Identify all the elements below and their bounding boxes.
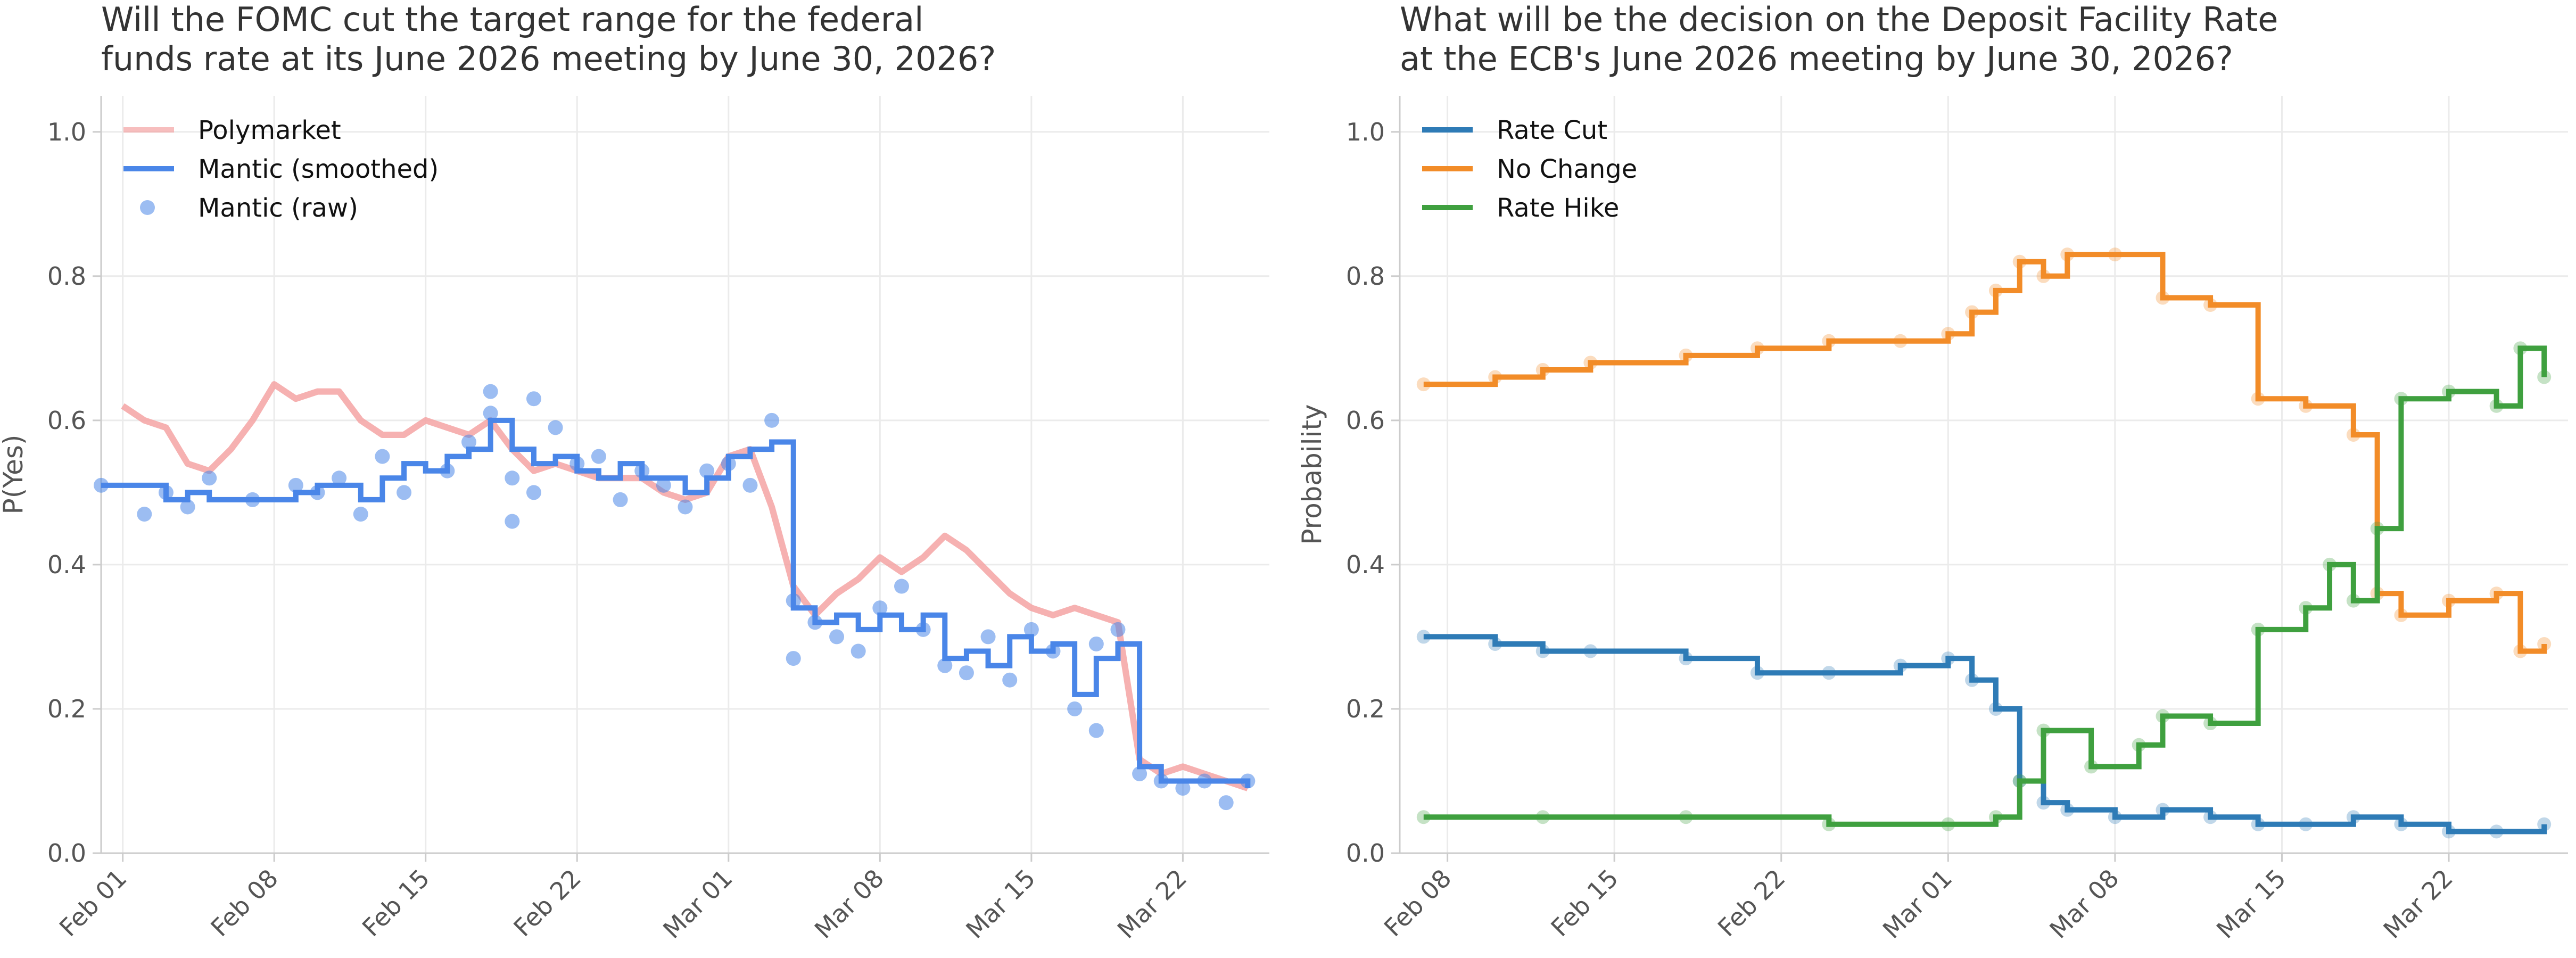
chart0-raw-point (137, 507, 152, 522)
chart1-x-tick-label: Feb 08 (1378, 864, 1457, 943)
chart1-series-no-change (1416, 247, 2552, 658)
chart0-raw-point (158, 485, 174, 500)
chart0-raw-point (678, 499, 693, 515)
chart0-raw-point (699, 463, 715, 478)
chart0-raw-point (526, 485, 541, 500)
chart0-raw-point (483, 384, 498, 399)
chart0-raw-point (569, 456, 585, 472)
chart0-raw-point (505, 514, 520, 529)
chart1-legend-label: Rate Hike (1497, 193, 1619, 223)
chart0-legend-marker (140, 200, 155, 215)
chart1-series-line (1423, 345, 2547, 827)
chart1-y-tick-label: 0.2 (1346, 695, 1385, 723)
chart0-legend-label: Mantic (raw) (198, 193, 358, 223)
chart0-raw-point (851, 643, 866, 659)
chart1-y-tick-label: 0.0 (1346, 839, 1385, 868)
chart0-y-axis-label: P(Yes) (0, 435, 29, 515)
chart1-x-tick-label: Mar 22 (2378, 864, 2458, 944)
chart0-raw-point (937, 658, 953, 673)
chart0-raw-point (202, 470, 217, 486)
chart0-raw-point (959, 665, 974, 681)
chart0-raw-point (764, 412, 780, 428)
chart0-raw-point (872, 600, 888, 616)
chart1-y-tick-label: 0.6 (1346, 406, 1385, 435)
chart0-y-tick-label: 0.6 (47, 406, 86, 435)
chart-title-ecb: What will be the decision on the Deposit… (1400, 0, 2278, 78)
chart0-raw-point (375, 449, 390, 464)
chart0-y-tick-label: 0.2 (47, 695, 86, 723)
chart1-legend-label: No Change (1497, 154, 1637, 184)
chart0-raw-point (634, 463, 650, 478)
chart0-raw-point (1088, 723, 1104, 738)
chart0-raw-point (548, 420, 563, 435)
chart0-raw-point (1132, 766, 1147, 781)
chart0-raw-point (1197, 773, 1212, 789)
chart0-raw-point (742, 477, 758, 493)
chart1-y-axis-label: Probability (1297, 404, 1327, 544)
chart0-raw-point (1175, 781, 1191, 796)
chart0-raw-point (721, 456, 736, 472)
chart0-y-tick-label: 0.4 (47, 550, 86, 579)
chart0-raw-point (1110, 622, 1126, 637)
chart0-raw-point (786, 651, 801, 666)
chart0-raw-point (483, 406, 498, 421)
chart0-raw-point (94, 477, 109, 493)
chart0-raw-point (505, 470, 520, 486)
chart0-legend-label: Polymarket (198, 115, 341, 145)
chart0-raw-point (1067, 701, 1083, 716)
chart0-raw-point (656, 477, 671, 493)
chart0-raw-point (180, 499, 195, 515)
chart0-raw-point (894, 579, 909, 594)
chart1-x-tick-label: Mar 01 (1877, 864, 1958, 944)
chart1-y-tick-label: 1.0 (1346, 118, 1385, 146)
chart1-legend-label: Rate Cut (1497, 115, 1607, 145)
chart1-legend: Rate Cut No Change Rate Hike (1422, 115, 1637, 223)
chart0-raw-point (613, 492, 628, 507)
chart0-y-tick-label: 0.8 (47, 262, 86, 291)
chart0-raw-point (440, 463, 455, 478)
chart0-raw-point (807, 615, 823, 630)
chart0-raw-point (1153, 773, 1169, 789)
chart0-series-mantic-raw (94, 384, 1256, 811)
chart0-raw-point (288, 477, 303, 493)
chart0-raw-point (980, 629, 996, 645)
chart0-raw-point (786, 593, 801, 608)
chart0-raw-point (310, 485, 325, 500)
chart1-series-rate-hike (1416, 341, 2552, 831)
chart0-raw-point (397, 485, 412, 500)
chart1-series-line (1423, 634, 2547, 835)
chart0-raw-point (915, 622, 931, 637)
chart0-raw-point (591, 449, 606, 464)
chart0-raw-point (461, 434, 477, 450)
chart1-y-tick-label: 0.8 (1346, 262, 1385, 291)
chart1-x-tick-label: Feb 22 (1712, 864, 1791, 943)
chart0-raw-point (245, 492, 260, 507)
chart1-x-tick-label: Feb 15 (1545, 864, 1624, 943)
chart1-series-rate-cut (1416, 630, 2552, 839)
chart1-series-line (1423, 252, 2547, 654)
chart0-legend: Polymarket Mantic (smoothed) Mantic (raw) (123, 115, 439, 223)
chart0-raw-point (526, 391, 541, 407)
chart-title-fomc: Will the FOMC cut the target range for t… (101, 0, 996, 78)
chart0-raw-point (1240, 773, 1256, 789)
chart0-raw-point (1002, 672, 1018, 688)
chart0-y-tick-label: 1.0 (47, 118, 86, 146)
chart0-raw-point (1023, 622, 1039, 637)
chart1-x-tick-label: Mar 15 (2211, 864, 2291, 944)
chart0-raw-point (829, 629, 845, 645)
chart1-y-tick-label: 0.4 (1346, 550, 1385, 579)
chart0-raw-point (1088, 636, 1104, 651)
chart0-y-tick-label: 0.0 (47, 839, 86, 868)
chart0-raw-point (1045, 643, 1061, 659)
chart1-x-tick-label: Mar 08 (2044, 864, 2124, 944)
chart0-raw-point (1218, 795, 1234, 811)
chart0-legend-label: Mantic (smoothed) (198, 154, 439, 184)
chart0-raw-point (353, 507, 368, 522)
chart0-raw-point (332, 470, 347, 486)
